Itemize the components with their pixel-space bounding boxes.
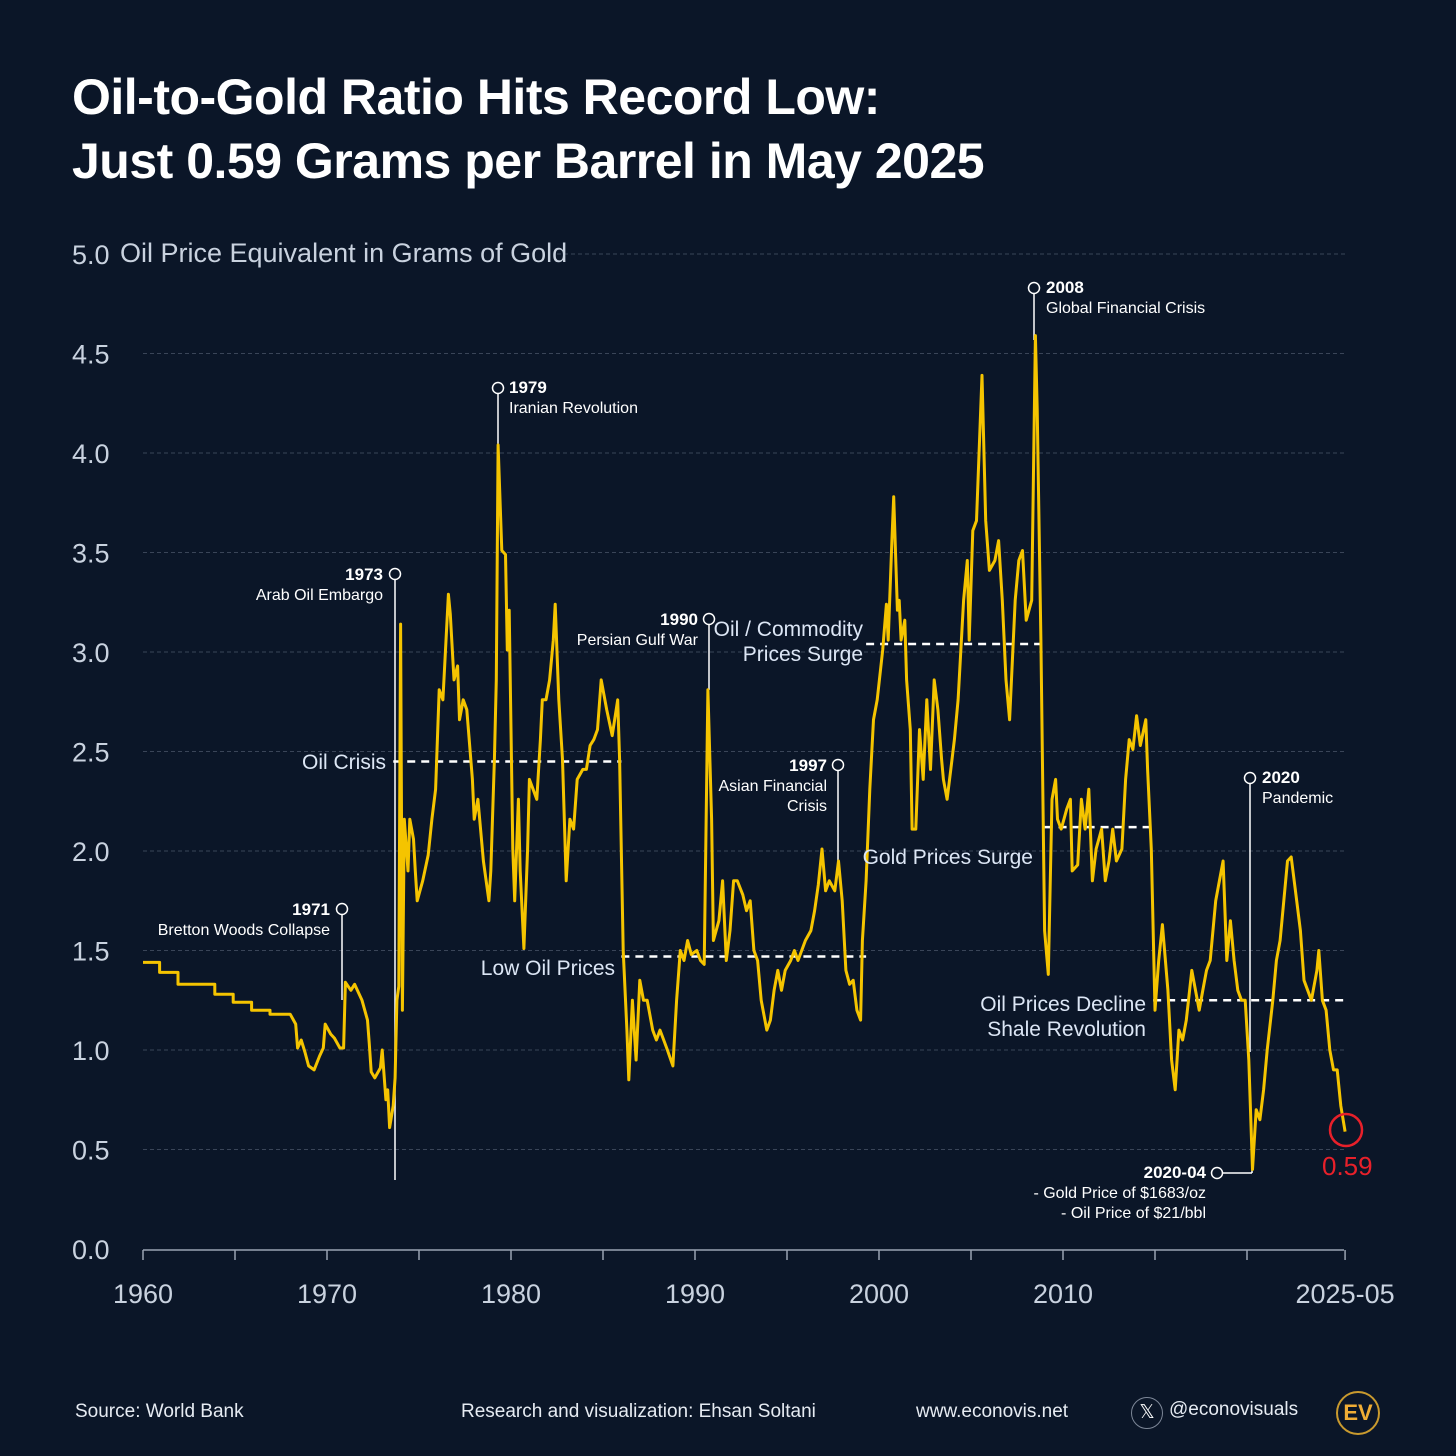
title-line-1: Oil-to-Gold Ratio Hits Record Low:	[72, 69, 880, 125]
event-dot-2020-04	[1210, 1166, 1224, 1180]
event-dot-1997	[831, 758, 845, 772]
y-tick-label: 5.0	[72, 240, 110, 270]
event-year: 1990	[660, 610, 698, 629]
period-label-low-oil-prices: Low Oil Prices	[480, 957, 615, 980]
x-tick-label: 1960	[113, 1279, 173, 1309]
x-tick-label: 1990	[665, 1279, 725, 1309]
event-year: 1973	[345, 565, 383, 584]
y-tick-label: 2.5	[72, 738, 110, 768]
event-label: Iranian Revolution	[509, 400, 638, 417]
title-line-2: Just 0.59 Grams per Barrel in May 2025	[72, 133, 985, 189]
credit-text: Research and visualization: Ehsan Soltan…	[461, 1401, 816, 1422]
source-text: Source: World Bank	[75, 1401, 244, 1422]
y-tick-label: 2.0	[72, 837, 110, 867]
event-label: Crisis	[787, 798, 827, 815]
event-year: 2020	[1262, 768, 1300, 787]
event-label: Asian Financial	[718, 778, 828, 795]
event-dot-2008	[1027, 281, 1041, 295]
event-dot-1973	[388, 567, 402, 581]
event-year: 2008	[1046, 278, 1084, 297]
y-tick-label: 1.0	[72, 1036, 110, 1066]
event-label: Bretton Woods Collapse	[157, 922, 330, 939]
event-dot-2020	[1243, 771, 1257, 785]
website-link[interactable]: www.econovis.net	[916, 1401, 1069, 1422]
latest-value-label: 0.59	[1322, 1151, 1373, 1181]
period-label-line: Shale Revolution	[987, 1018, 1146, 1041]
event-2020-04: 2020-04 - Gold Price of $1683/oz - Oil Pri…	[1033, 1163, 1206, 1224]
period-label-commodity-surge: Oil / Commodity Prices Surge	[714, 617, 863, 667]
event-1973: 1973 Arab Oil Embargo	[256, 565, 383, 606]
x-tick-label: 2025-05	[1296, 1279, 1395, 1309]
y-tick-label: 1.5	[72, 937, 110, 967]
y-axis-title: Oil Price Equivalent in Grams of Gold	[120, 238, 568, 268]
y-tick-label: 0.0	[72, 1235, 110, 1265]
event-label: Global Financial Crisis	[1046, 300, 1206, 317]
event-dot-1971	[335, 902, 349, 916]
event-year: 2020-04	[1143, 1163, 1206, 1182]
event-year: 1979	[509, 378, 547, 397]
period-label-line: Oil Prices Decline	[980, 993, 1146, 1016]
event-1997: 1997 Asian Financial Crisis	[719, 756, 828, 817]
event-2008: 2008 Global Financial Crisis	[1046, 278, 1205, 319]
period-label-shale: Oil Prices Decline Shale Revolution	[980, 992, 1146, 1042]
econovis-logo: EV	[1336, 1391, 1380, 1435]
event-1971: 1971 Bretton Woods Collapse	[158, 900, 330, 941]
period-label-oil-crisis: Oil Crisis	[302, 751, 386, 774]
event-2020: 2020 Pandemic	[1262, 768, 1333, 809]
period-label-line: Oil / Commodity	[713, 618, 863, 641]
x-tick-label: 2000	[849, 1279, 909, 1309]
period-label-gold-surge: Gold Prices Surge	[862, 846, 1033, 869]
x-tick-label: 1970	[297, 1279, 357, 1309]
event-label: Arab Oil Embargo	[255, 587, 383, 604]
y-tick-label: 4.5	[72, 340, 110, 370]
event-dot-1990	[702, 612, 716, 626]
x-tick-label: 2010	[1033, 1279, 1093, 1309]
y-tick-label: 0.5	[72, 1136, 110, 1166]
series-line-oil-gold-ratio	[143, 334, 1347, 1171]
social-handle-link[interactable]: @econovisuals	[1169, 1399, 1299, 1420]
event-label: Persian Gulf War	[576, 632, 698, 649]
latest-value-highlight-circle	[1328, 1112, 1364, 1148]
event-1979: 1979 Iranian Revolution	[509, 378, 638, 419]
y-tick-label: 3.0	[72, 638, 110, 668]
event-year: 1997	[789, 756, 827, 775]
y-tick-label: 4.0	[72, 439, 110, 469]
event-label: - Oil Price of $21/bbl	[1061, 1205, 1206, 1222]
y-tick-label: 3.5	[72, 539, 110, 569]
event-label: Pandemic	[1262, 790, 1334, 807]
x-logo-icon[interactable]: 𝕏	[1131, 1397, 1163, 1429]
event-dot-1979	[491, 381, 505, 395]
x-tick-label: 1980	[481, 1279, 541, 1309]
period-label-line: Prices Surge	[742, 643, 863, 666]
event-label: - Gold Price of $1683/oz	[1033, 1185, 1206, 1202]
event-year: 1971	[292, 900, 330, 919]
event-1990: 1990 Persian Gulf War	[577, 610, 698, 651]
